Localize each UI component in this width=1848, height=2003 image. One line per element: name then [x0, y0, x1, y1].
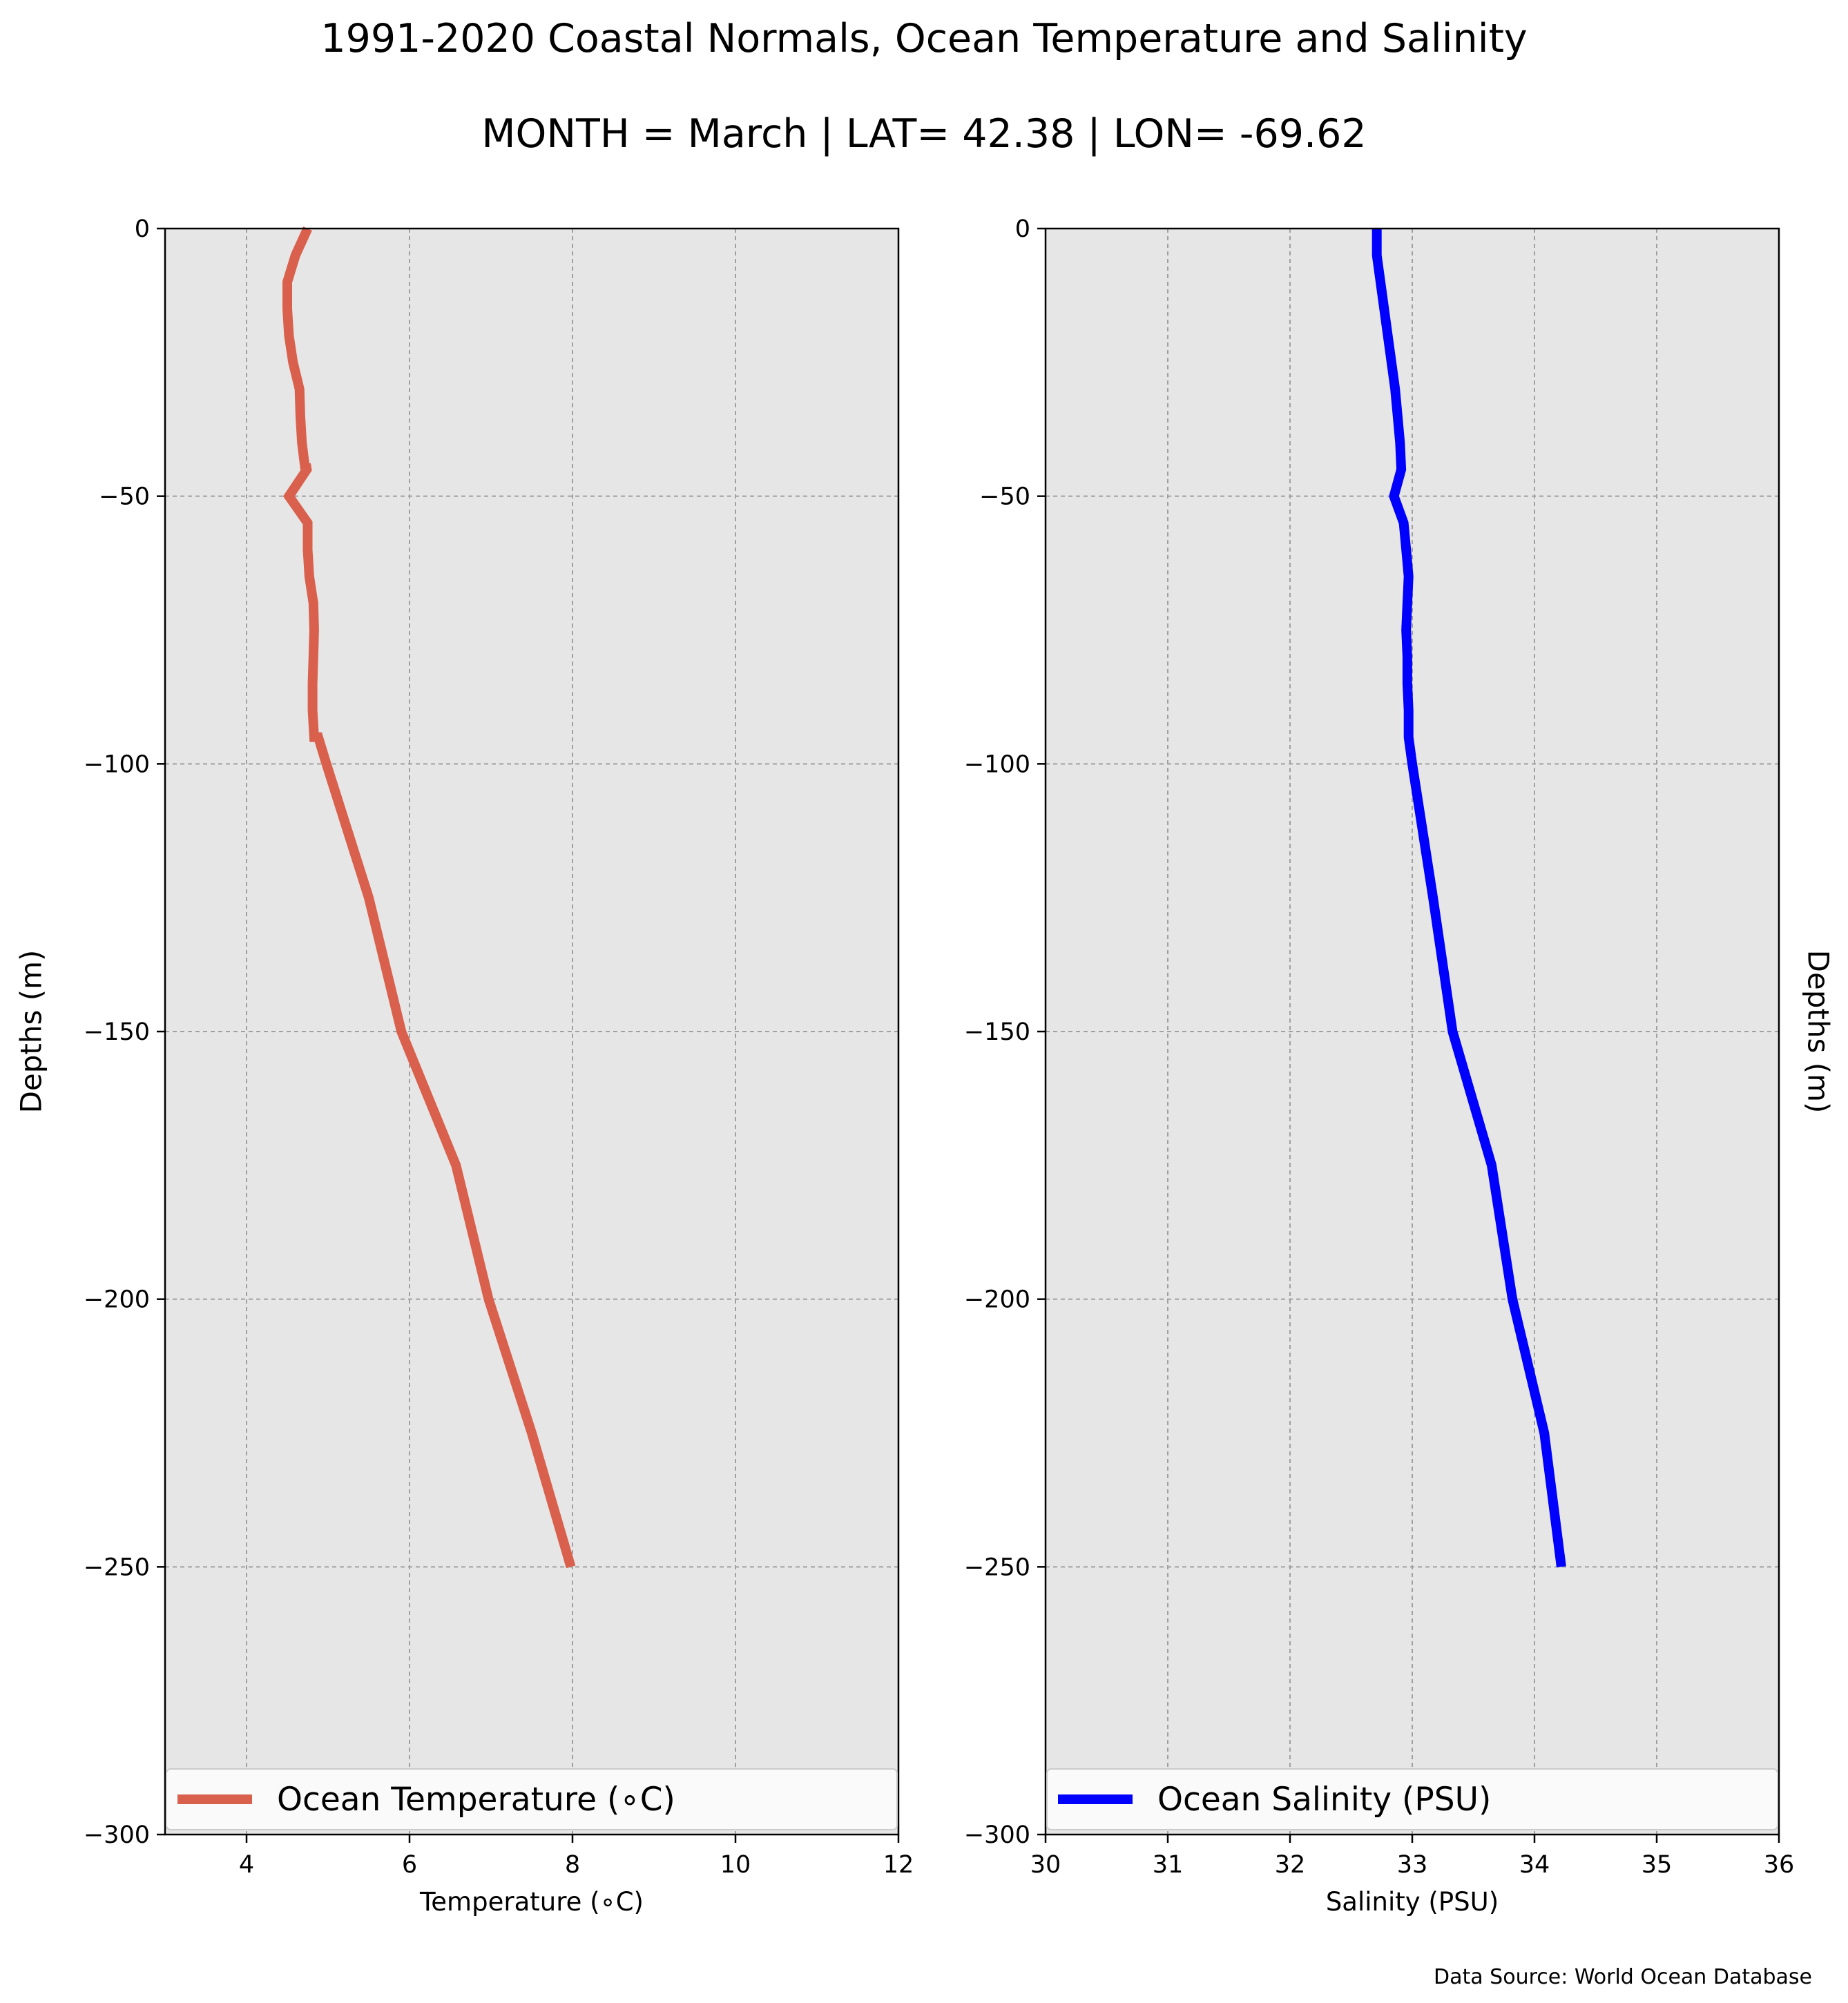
salinity-xtick-label-2: 32 — [1275, 1851, 1306, 1879]
salinity-ytick-label-0: 0 — [1015, 215, 1030, 243]
salinity-xtick-label-1: 31 — [1153, 1851, 1184, 1879]
salinity-xtick-label-5: 35 — [1642, 1851, 1673, 1879]
salinity-ytick-label-1: −50 — [979, 483, 1030, 511]
salinity-xtick-label-6: 36 — [1764, 1851, 1795, 1879]
temperature-ylabel: Depths (m) — [15, 950, 48, 1114]
figure-title-line1: 1991-2020 Coastal Normals, Ocean Tempera… — [320, 16, 1527, 61]
salinity-legend-label: Ocean Salinity (PSU) — [1157, 1781, 1491, 1819]
salinity-ytick-label-6: −300 — [964, 1821, 1030, 1849]
salinity-xtick-label-0: 30 — [1030, 1851, 1061, 1879]
salinity-panel: 30 31 32 33 34 35 36 0 −50 −100 −150 −200 −250 −300 Sa… — [964, 215, 1836, 1917]
salinity-xlabel: Salinity (PSU) — [1326, 1887, 1499, 1917]
data-source-note: Data Source: World Ocean Database — [1434, 1965, 1812, 1989]
temperature-ytick-label-6: −300 — [84, 1821, 150, 1849]
temperature-panel: 4 6 8 10 12 0 −50 −100 −150 −200 −250 −300 Temperatu… — [15, 215, 914, 1917]
salinity-xtick-label-4: 34 — [1519, 1851, 1550, 1879]
salinity-xtick-label-3: 33 — [1397, 1851, 1428, 1879]
temperature-ytick-label-4: −200 — [84, 1286, 150, 1314]
salinity-ytick-label-2: −100 — [964, 751, 1030, 778]
salinity-series-line-0 — [1371, 229, 1566, 1568]
temperature-ytick-label-1: −50 — [99, 483, 150, 511]
temperature-xtick-label-0: 4 — [239, 1851, 254, 1879]
salinity-ytick-label-4: −200 — [964, 1286, 1030, 1314]
figure-title-line2: MONTH = March | LAT= 42.38 | LON= -69.62 — [481, 111, 1366, 157]
temperature-ytick-label-5: −250 — [84, 1554, 150, 1581]
salinity-ytick-label-5: −250 — [964, 1554, 1030, 1581]
temperature-xtick-label-4: 12 — [883, 1851, 914, 1879]
temperature-xtick-label-1: 6 — [402, 1851, 417, 1879]
temperature-xtick-label-3: 10 — [720, 1851, 751, 1879]
temperature-legend-box — [166, 1768, 898, 1830]
temperature-xlabel: Temperature (∘C) — [419, 1887, 644, 1917]
temperature-ytick-label-0: 0 — [135, 215, 150, 243]
temperature-ytick-label-2: −100 — [84, 751, 150, 778]
temperature-xtick-label-2: 8 — [565, 1851, 580, 1879]
salinity-legend-box — [1046, 1768, 1778, 1830]
salinity-ylabel: Depths (m) — [1802, 950, 1836, 1114]
temperature-legend-label: Ocean Temperature (∘C) — [277, 1781, 675, 1819]
temperature-series-line-0 — [282, 226, 576, 1569]
salinity-ytick-label-3: −150 — [964, 1018, 1030, 1046]
temperature-ytick-label-3: −150 — [84, 1018, 150, 1046]
